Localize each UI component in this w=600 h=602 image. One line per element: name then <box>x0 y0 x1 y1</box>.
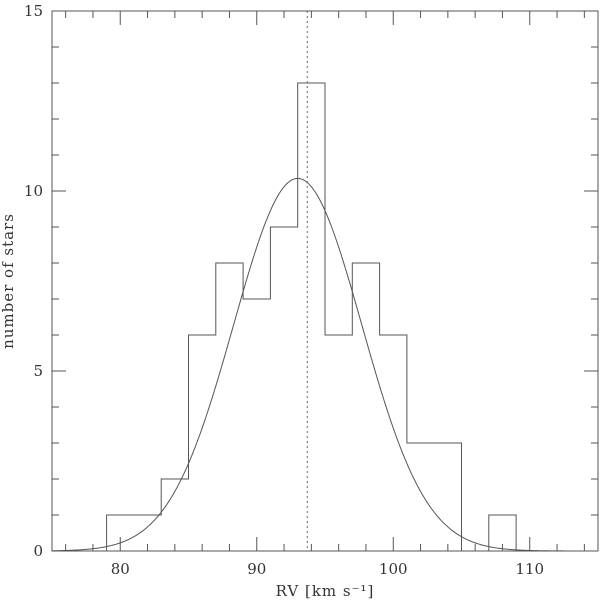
histogram-bin <box>325 335 352 551</box>
y-tick-label: 15 <box>24 2 43 20</box>
histogram-bin <box>189 335 216 551</box>
histogram-bin <box>407 443 434 551</box>
x-tick-label: 80 <box>111 560 130 578</box>
histogram-bin <box>434 443 461 551</box>
y-tick-label: 5 <box>33 362 43 380</box>
tick-labels: 80 90 100 110 0 5 10 15 <box>24 2 544 578</box>
histogram-bars <box>106 82 517 552</box>
histogram-bins <box>107 83 516 551</box>
histogram-bin <box>243 299 270 551</box>
x-tick-label: 100 <box>379 560 408 578</box>
y-tick-label: 10 <box>24 182 43 200</box>
histogram-bin <box>380 335 407 551</box>
histogram-bin <box>161 479 188 551</box>
x-axis-label: RV [km s⁻¹] <box>276 582 375 600</box>
gaussian-fit-curve <box>51 177 598 552</box>
axis-ticks <box>52 10 598 552</box>
x-tick-label: 110 <box>515 560 544 578</box>
y-tick-label: 0 <box>33 542 43 560</box>
histogram-bin <box>298 83 325 551</box>
x-tick-label: 90 <box>247 560 266 578</box>
plot-frame <box>51 10 599 552</box>
histogram-bin <box>270 227 297 551</box>
y-axis-label: number of stars <box>0 213 17 349</box>
